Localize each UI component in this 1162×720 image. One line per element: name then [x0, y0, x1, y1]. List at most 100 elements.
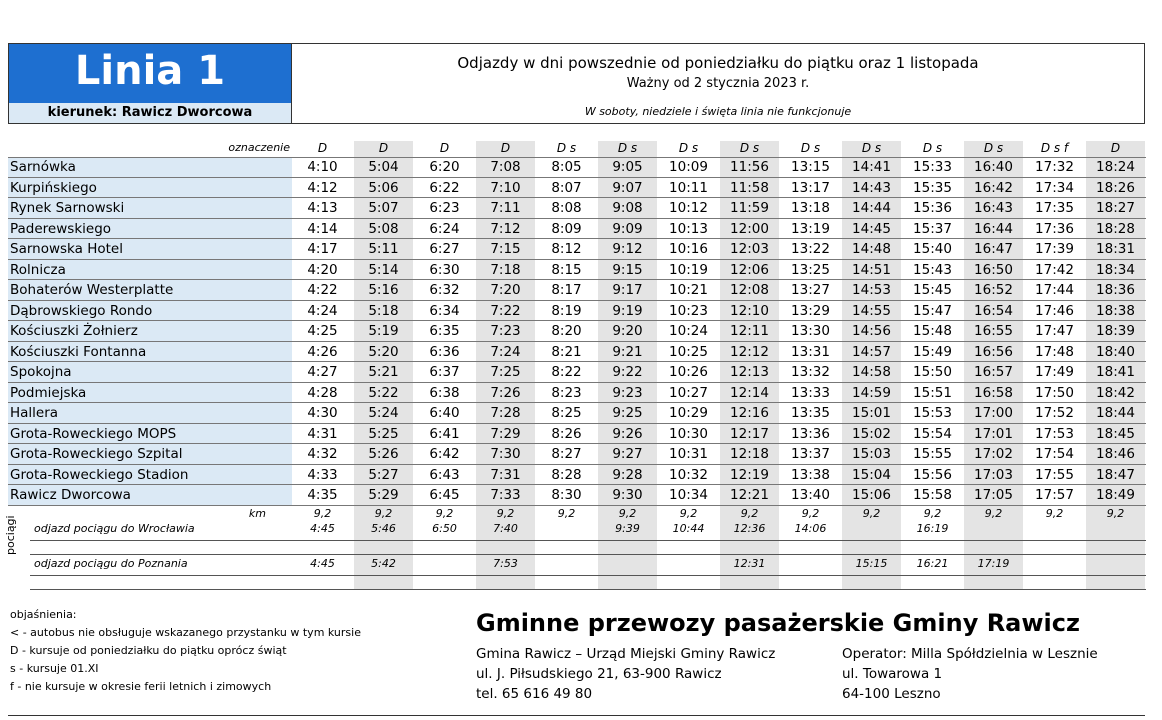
time-cell: 17:36 [1035, 220, 1074, 237]
time-cell: 9:26 [612, 425, 643, 442]
stop-name: Paderewskiego [8, 218, 292, 239]
train-time: 12:36 [733, 522, 766, 535]
stop-name: Sarnowska Hotel [8, 239, 292, 260]
time-cell: 10:27 [669, 384, 708, 401]
time-cell: 17:55 [1035, 466, 1074, 483]
marker-label: oznaczenie [228, 141, 290, 154]
time-cell: 15:43 [913, 261, 952, 278]
train-time: 9:39 [615, 522, 640, 535]
row-rule [8, 176, 1146, 178]
train-time: 4:45 [310, 522, 335, 535]
time-cell: 5:08 [368, 220, 399, 237]
train-time: 7:53 [493, 557, 518, 570]
footer-rule [8, 715, 1145, 716]
time-cell: 13:32 [791, 364, 830, 380]
train-rule [30, 540, 1146, 541]
time-cell: 12:03 [730, 241, 769, 257]
time-cell: 17:49 [1035, 364, 1074, 380]
time-cell: 7:28 [490, 405, 521, 421]
time-cell: 17:54 [1035, 446, 1074, 462]
marker: D [439, 141, 450, 155]
time-cell: 8:07 [551, 179, 582, 196]
time-cell: 10:32 [669, 466, 708, 483]
time-cell: 18:26 [1096, 179, 1135, 196]
time-cell: 6:42 [429, 446, 460, 462]
time-cell: 4:12 [307, 179, 338, 196]
km-value: 9,2 [740, 506, 759, 520]
time-cell: 8:15 [551, 261, 582, 278]
time-cell: 18:24 [1096, 159, 1135, 175]
time-cell: 9:15 [612, 261, 643, 278]
time-cell: 12:11 [730, 323, 769, 339]
time-cell: 15:48 [913, 323, 952, 339]
time-cell: 10:19 [669, 261, 708, 278]
train-rule [30, 575, 1146, 576]
time-cell: 5:14 [368, 261, 399, 278]
time-cell: 8:23 [551, 384, 582, 401]
time-cell: 5:22 [368, 384, 399, 401]
time-cell: 5:19 [368, 323, 399, 339]
marker: D s [800, 141, 821, 155]
footer-right: 64-100 Leszno [842, 686, 941, 702]
time-cell: 18:45 [1096, 425, 1135, 442]
train-time: 5:46 [371, 522, 396, 535]
time-cell: 5:25 [368, 425, 399, 442]
time-cell: 7:25 [490, 364, 521, 380]
time-cell: 18:49 [1096, 487, 1135, 503]
time-cell: 4:24 [307, 302, 338, 319]
footer-left: tel. 65 616 49 80 [476, 686, 593, 702]
time-cell: 17:32 [1035, 159, 1074, 175]
time-cell: 5:06 [368, 179, 399, 196]
time-cell: 9:08 [612, 200, 643, 216]
time-cell: 12:13 [730, 364, 769, 380]
direction: kierunek: Rawicz Dworcowa [9, 103, 291, 123]
train-label: odjazd pociągu do Poznania [34, 557, 188, 570]
time-cell: 14:45 [852, 220, 891, 237]
time-cell: 15:02 [852, 425, 891, 442]
time-cell: 10:11 [669, 179, 708, 196]
column-shade [1086, 141, 1145, 590]
time-cell: 7:30 [490, 446, 521, 462]
time-cell: 10:24 [669, 323, 708, 339]
time-cell: 8:27 [551, 446, 582, 462]
time-cell: 4:32 [307, 446, 338, 462]
km-value: 9,2 [496, 506, 515, 520]
time-cell: 17:48 [1035, 343, 1074, 360]
time-cell: 14:53 [852, 282, 891, 298]
time-cell: 8:17 [551, 282, 582, 298]
marker: D s [861, 141, 882, 155]
marker: D [317, 141, 328, 155]
km-label: km [248, 506, 266, 520]
row-rule [8, 504, 1146, 506]
time-cell: 5:07 [368, 200, 399, 216]
time-cell: 13:29 [791, 302, 830, 319]
time-cell: 16:58 [974, 384, 1013, 401]
time-cell: 12:19 [730, 466, 769, 483]
row-rule [8, 197, 1146, 198]
time-cell: 15:06 [852, 487, 891, 503]
time-cell: 15:33 [913, 159, 952, 175]
time-cell: 18:39 [1096, 323, 1135, 339]
km-value: 9,2 [1106, 506, 1125, 520]
time-cell: 4:27 [307, 364, 338, 380]
time-cell: 16:43 [974, 200, 1013, 216]
time-cell: 17:05 [974, 487, 1013, 503]
time-cell: 7:24 [490, 343, 521, 360]
time-cell: 6:30 [429, 261, 460, 278]
time-cell: 16:40 [974, 159, 1013, 175]
time-cell: 14:55 [852, 302, 891, 319]
time-cell: 13:36 [791, 425, 830, 442]
time-cell: 16:56 [974, 343, 1013, 360]
time-cell: 10:16 [669, 241, 708, 257]
time-cell: 14:59 [852, 384, 891, 401]
time-cell: 5:16 [368, 282, 399, 298]
column-shade [842, 141, 901, 590]
time-cell: 15:03 [852, 446, 891, 462]
row-rule [8, 402, 1146, 403]
time-cell: 8:05 [551, 159, 582, 175]
time-cell: 8:25 [551, 405, 582, 421]
info-line2: Ważny od 2 stycznia 2023 r. [626, 76, 810, 91]
legend-item: < - autobus nie obsługuje wskazanego prz… [10, 626, 361, 639]
legend-item: s - kursuje 01.XI [10, 662, 99, 675]
stop-name: Dąbrowskiego Rondo [8, 300, 292, 321]
